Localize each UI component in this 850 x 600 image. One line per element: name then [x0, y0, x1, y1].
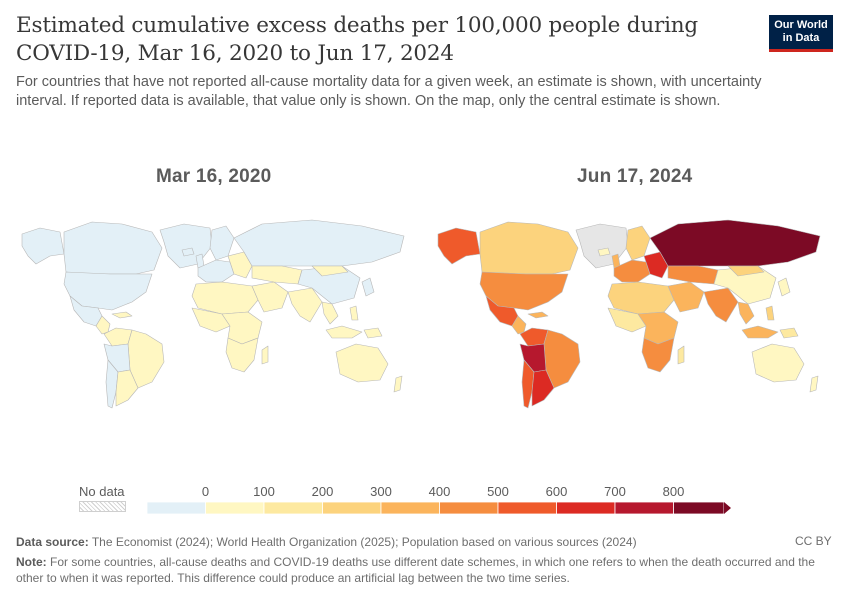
data-source: Data source: The Economist (2024); World… [16, 534, 756, 550]
source-text[interactable]: The Economist (2024); World Health Organ… [91, 535, 637, 549]
note-label: Note: [16, 555, 47, 569]
no-data-swatch[interactable] [79, 501, 126, 512]
region-central-asia[interactable] [251, 265, 303, 285]
region-iceland[interactable] [181, 247, 195, 257]
region-north-africa[interactable] [607, 281, 675, 315]
region-middle-east[interactable] [667, 281, 705, 313]
region-caribbean[interactable] [111, 311, 133, 319]
chart-subtitle: For countries that have not reported all… [16, 74, 762, 109]
legend-bin[interactable] [263, 501, 323, 515]
region-greenland[interactable] [159, 223, 213, 269]
logo-line-2: in Data [782, 32, 820, 44]
region-alaska[interactable] [21, 227, 65, 265]
region-scandinavia[interactable] [625, 225, 651, 261]
chart-title: Estimated cumulative excess deaths per 1… [16, 13, 698, 66]
region-southern-africa[interactable] [225, 337, 259, 373]
region-indonesia[interactable] [741, 325, 779, 339]
region-russia[interactable] [649, 219, 821, 267]
region-scandinavia[interactable] [209, 225, 235, 261]
footnote: Note: For some countries, all-cause deat… [16, 554, 816, 586]
region-southeast-asia[interactable] [737, 301, 755, 325]
region-southern-africa[interactable] [641, 337, 675, 373]
region-mongolia[interactable] [727, 265, 765, 277]
region-mongolia[interactable] [311, 265, 349, 277]
no-data-label: No data [79, 484, 125, 499]
legend-bin[interactable] [497, 501, 557, 515]
legend-bin[interactable] [205, 501, 265, 515]
region-japan-korea[interactable] [361, 277, 375, 297]
region-russia[interactable] [233, 219, 405, 267]
region-south-asia[interactable] [287, 287, 323, 323]
legend-tick-label: 700 [604, 484, 626, 499]
region-west-africa[interactable] [191, 307, 231, 333]
region-madagascar[interactable] [261, 345, 269, 365]
map-label-start: Mar 16, 2020 [156, 166, 272, 187]
region-alaska[interactable] [437, 227, 481, 265]
region-western-europe[interactable] [613, 259, 651, 283]
legend-bin[interactable] [147, 501, 206, 515]
region-japan-korea[interactable] [777, 277, 791, 297]
legend-tick-label: 400 [428, 484, 451, 499]
legend-tick-label: 800 [662, 484, 685, 499]
world-map-start[interactable] [12, 212, 412, 412]
region-argentina[interactable] [531, 369, 555, 407]
legend-tick-label: 500 [487, 484, 509, 499]
region-argentina[interactable] [115, 369, 139, 407]
region-central-america[interactable] [511, 315, 527, 335]
region-new-zealand[interactable] [809, 375, 819, 393]
owid-logo[interactable]: Our World in Data [769, 15, 833, 52]
source-label: Data source: [16, 535, 89, 549]
region-papua[interactable] [363, 327, 383, 339]
legend-bin[interactable] [439, 501, 499, 515]
license-link[interactable]: CC BY [795, 534, 832, 548]
region-iceland[interactable] [597, 247, 611, 257]
legend-tick-label: 200 [311, 484, 334, 499]
legend-tick-label: 0 [201, 484, 210, 499]
region-china[interactable] [713, 265, 777, 305]
region-middle-east[interactable] [251, 281, 289, 313]
logo-line-1: Our World [774, 19, 828, 31]
map-label-end: Jun 17, 2024 [577, 166, 693, 187]
region-central-asia[interactable] [667, 265, 719, 285]
legend-bin[interactable] [673, 501, 725, 515]
region-australia[interactable] [335, 343, 389, 383]
legend-open-end-arrow [724, 502, 731, 514]
region-central-america[interactable] [95, 315, 111, 335]
region-new-zealand[interactable] [393, 375, 403, 393]
note-text: For some countries, all-cause deaths and… [16, 555, 815, 585]
region-greenland[interactable] [575, 223, 629, 269]
region-canada[interactable] [479, 221, 579, 275]
legend-tick-label: 100 [253, 484, 275, 499]
region-indonesia[interactable] [325, 325, 363, 339]
region-china[interactable] [297, 265, 361, 305]
legend-bin[interactable] [380, 501, 440, 515]
region-west-africa[interactable] [607, 307, 647, 333]
region-north-africa[interactable] [191, 281, 259, 315]
legend-bin[interactable] [614, 501, 674, 515]
region-canada[interactable] [63, 221, 163, 275]
region-south-asia[interactable] [703, 287, 739, 323]
region-southeast-asia[interactable] [321, 301, 339, 325]
region-caribbean[interactable] [527, 311, 549, 319]
legend-tick-label: 600 [545, 484, 568, 499]
region-western-europe[interactable] [197, 259, 235, 283]
region-philippines[interactable] [349, 305, 359, 321]
legend-bin[interactable] [556, 501, 616, 515]
legend-tick-label: 300 [370, 484, 392, 499]
region-papua[interactable] [779, 327, 799, 339]
legend-bin[interactable] [322, 501, 382, 515]
region-usa[interactable] [63, 271, 153, 311]
region-philippines[interactable] [765, 305, 775, 321]
region-usa[interactable] [479, 271, 569, 311]
color-legend[interactable]: No data 0 100 200 300 400 500 600 700 800 [0, 480, 850, 520]
world-map-end[interactable] [428, 212, 828, 412]
region-madagascar[interactable] [677, 345, 685, 365]
region-australia[interactable] [751, 343, 805, 383]
legend-color-bar[interactable] [147, 501, 737, 515]
